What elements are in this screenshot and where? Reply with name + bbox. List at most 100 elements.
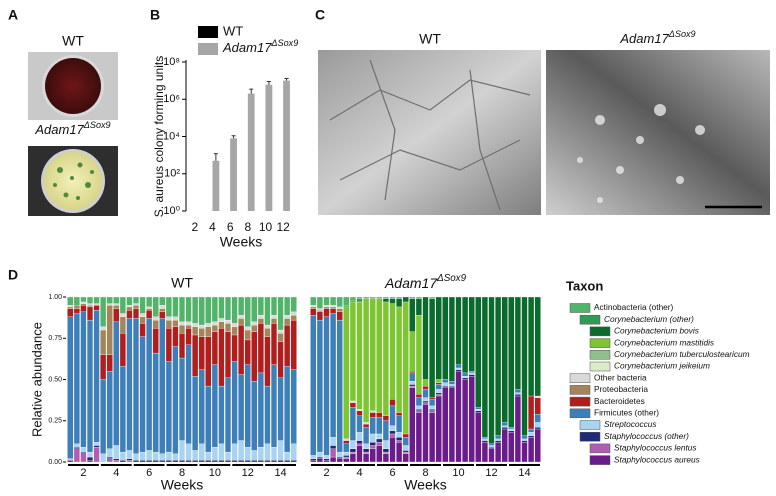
bar-segment — [106, 456, 113, 459]
bar-segment — [349, 400, 356, 403]
x-axis-label: Weeks — [404, 477, 447, 493]
bar-segment — [290, 460, 297, 463]
bar-segment — [132, 460, 140, 463]
bar-segment — [205, 296, 212, 324]
bar-segment — [495, 296, 502, 436]
bar-segment — [86, 460, 94, 463]
bar-segment — [86, 303, 94, 306]
bar-segment — [415, 412, 422, 463]
bar-segment — [316, 319, 323, 453]
bar-segment — [534, 428, 541, 463]
bar-segment — [501, 428, 508, 463]
bar-segment — [100, 354, 107, 380]
bar-segment — [316, 311, 323, 321]
bar-segment — [336, 311, 343, 321]
bar-segment — [389, 437, 396, 463]
bar-segment — [369, 298, 376, 411]
bar-segment — [409, 387, 416, 463]
bar-segment — [462, 379, 469, 463]
bar-segment — [211, 296, 218, 322]
bar-segment — [178, 460, 186, 463]
bar-segment — [310, 306, 317, 309]
bar-segment — [442, 382, 449, 387]
bar-segment — [73, 443, 80, 448]
legend-swatch — [569, 385, 591, 395]
bar-segment — [198, 336, 205, 370]
bar-segment — [336, 451, 343, 458]
bar-segment — [422, 385, 429, 390]
bar-segment — [316, 451, 323, 458]
x-tick-label: 8 — [244, 220, 251, 234]
bar-segment — [178, 296, 186, 322]
panel-title: WT — [171, 275, 193, 291]
bar-segment — [534, 427, 541, 430]
bar-segment — [146, 450, 153, 461]
legend-swatch — [198, 26, 218, 38]
bar-segment — [514, 389, 521, 393]
bar-segment — [422, 402, 429, 405]
bar-segment — [224, 331, 232, 378]
bar-segment — [198, 369, 205, 445]
bar-segment — [238, 318, 245, 326]
bar-segment — [396, 440, 403, 443]
legend-label: Corynebacterium tuberculostearicum — [614, 349, 750, 359]
bar-segment — [369, 442, 376, 446]
bar-segment — [119, 333, 126, 367]
legend-label: Bacteroidetes — [594, 396, 645, 406]
legend-label: Corynebacterium (other) — [604, 314, 694, 324]
bar-segment — [349, 451, 356, 454]
legend-swatch — [589, 361, 611, 372]
bar-segment — [231, 296, 238, 324]
panel-label: B — [150, 7, 160, 23]
bar-segment — [429, 410, 436, 413]
bar-segment — [495, 440, 502, 443]
bar-segment — [132, 453, 140, 461]
bar-segment — [146, 318, 153, 451]
bar — [247, 93, 255, 211]
bar-segment — [277, 341, 284, 378]
bar-segment — [514, 392, 521, 395]
bar-segment — [323, 296, 330, 306]
bar-segment — [218, 328, 225, 387]
bar-segment — [86, 451, 94, 458]
bar-segment — [396, 298, 403, 308]
bar-segment — [113, 460, 120, 463]
bar-segment — [172, 316, 179, 321]
bar-segment — [481, 438, 488, 441]
bar-segment — [389, 433, 396, 438]
bar-segment — [468, 371, 475, 374]
bar-segment — [336, 306, 343, 309]
bar-segment — [67, 316, 74, 459]
legend-swatch — [589, 455, 611, 465]
bar-segment — [126, 450, 133, 459]
bar-segment — [224, 451, 232, 461]
bar-segment — [402, 450, 409, 453]
bar-segment — [323, 455, 330, 459]
bar-segment — [93, 310, 100, 443]
bar-segment — [330, 456, 337, 463]
bar-segment — [244, 339, 251, 365]
bar-segment — [330, 313, 337, 438]
bar-segment — [132, 308, 140, 319]
bar-segment — [521, 440, 528, 443]
bar-segment — [270, 446, 278, 461]
bar-segment — [126, 318, 133, 451]
legend-swatch — [589, 350, 611, 360]
bar-segment — [396, 412, 403, 416]
bar-segment — [284, 314, 291, 319]
bar-segment — [172, 319, 179, 327]
bar-segment — [389, 430, 396, 435]
bar-segment — [310, 455, 317, 459]
bar-segment — [205, 323, 212, 327]
dish — [44, 152, 102, 210]
bar-segment — [93, 305, 100, 311]
bar-segment — [422, 404, 429, 463]
bar-segment — [369, 410, 376, 413]
bar-segment — [336, 319, 343, 453]
bar-segment — [270, 364, 278, 448]
bar-segment — [86, 305, 94, 308]
legend-label: WT — [223, 23, 243, 38]
bar-segment — [80, 305, 87, 312]
x-tick-label: 4 — [209, 220, 216, 234]
